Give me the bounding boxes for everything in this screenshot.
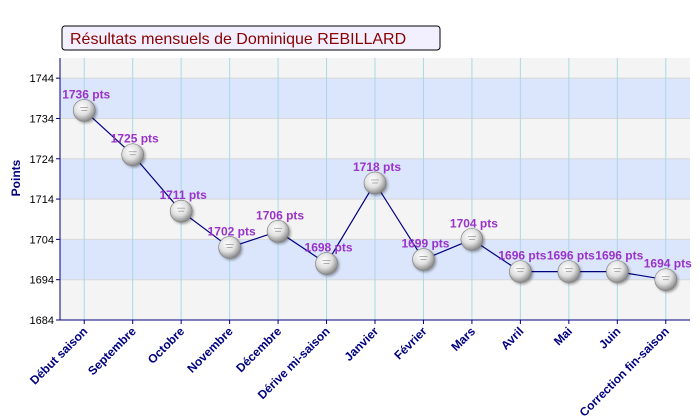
data-point [363,171,387,195]
y-tick-label: 1744 [30,73,54,85]
x-tick-label: Avril [498,324,526,352]
data-label: 1698 pts [305,241,353,255]
data-point [72,99,96,122]
data-label: 1718 pts [353,160,401,174]
chart-title: Résultats mensuels de Dominique REBILLAR… [70,31,406,48]
data-label: 1704 pts [450,216,498,230]
x-tick-label: Septembre [85,324,139,378]
x-tick-label: Juin [596,324,623,351]
x-tick-label: Décembre [233,324,284,375]
data-point [412,248,435,271]
data-point [509,260,532,283]
x-tick-label: Janvier [342,324,382,364]
data-label: 1696 pts [498,249,546,263]
y-tick-label: 1704 [30,234,54,246]
y-tick-label: 1684 [30,315,54,327]
x-tick-label: Mai [551,324,575,348]
data-label: 1702 pts [208,224,256,238]
x-tick-label: Correction fin-saison [577,324,672,419]
data-label: 1694 pts [644,257,692,271]
data-label: 1699 pts [401,237,449,251]
data-label: 1696 pts [547,249,595,263]
data-point [266,220,290,243]
x-tick-label: Mars [448,324,478,354]
x-tick-label: Octobre [145,324,188,367]
x-tick-label: Début saison [27,324,90,387]
data-label: 1736 pts [62,87,110,101]
data-point [606,260,629,283]
data-label: 1706 pts [256,208,304,222]
data-label: 1696 pts [595,249,643,263]
data-point [315,252,338,275]
data-point [218,236,241,259]
y-tick-label: 1694 [30,275,54,287]
y-axis-label: Points [9,159,23,196]
data-label: 1711 pts [159,188,207,202]
data-point [169,199,193,223]
y-tick-label: 1724 [30,154,54,166]
data-point [654,268,678,291]
chart-title-box [61,25,441,51]
x-tick-label: Février [391,324,429,362]
y-tick-label: 1714 [30,194,54,206]
data-point [557,260,581,283]
data-point [460,228,484,251]
y-tick-label: 1734 [30,113,54,125]
x-tick-label: Novembre [184,324,236,376]
data-point [121,143,144,167]
data-label: 1725 pts [111,132,159,146]
